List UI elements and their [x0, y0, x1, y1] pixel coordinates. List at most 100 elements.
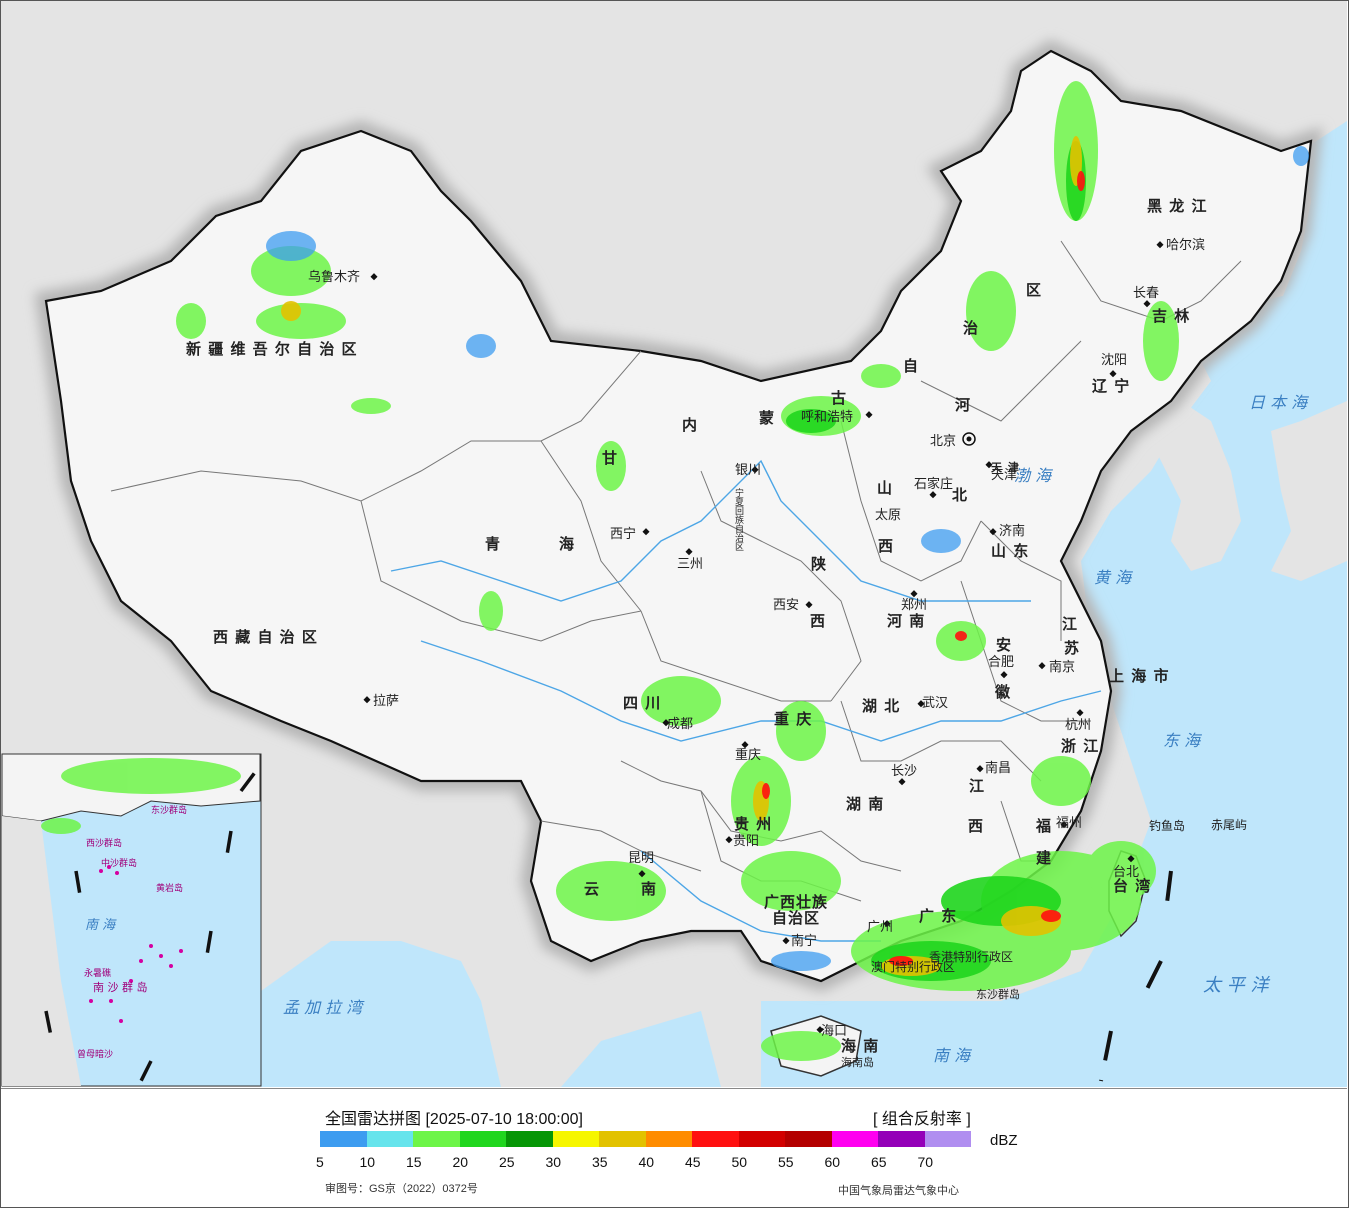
label-jiangsu-2: 苏	[1064, 639, 1080, 657]
label-anhui-1: 安	[996, 636, 1012, 654]
label-shanxi-2: 西	[878, 537, 894, 555]
legend-swatch	[878, 1131, 925, 1147]
city-xining: 西宁	[610, 526, 636, 542]
city-jinan: 济南	[999, 523, 1025, 539]
city-hangzhou: 杭州	[1065, 718, 1091, 733]
label-neimenggu-4: 自	[903, 357, 919, 375]
legend-tick-label: 30	[545, 1154, 562, 1170]
label-heilongjiang: 黑 龙 江	[1147, 197, 1207, 215]
label-jiangxi-1: 江	[969, 777, 985, 795]
label-guangdong: 广 东	[919, 907, 957, 925]
sea-bohai: 渤 海	[1014, 466, 1053, 485]
legend-swatch	[320, 1131, 367, 1147]
label-shanghai: 上 海 市	[1109, 667, 1169, 685]
label-neimenggu-1: 内	[682, 416, 698, 434]
legend-swatch	[785, 1131, 832, 1147]
legend-tick-label: 45	[685, 1154, 701, 1170]
legend-swatch	[552, 1131, 599, 1147]
label-xizang: 西 藏 自 治 区	[213, 628, 318, 646]
legend-unit: dBZ	[990, 1132, 1018, 1149]
city-markers	[363, 241, 1164, 1034]
legend-tick-label: 20	[452, 1154, 469, 1170]
radar-echoes	[176, 81, 1309, 1061]
city-diaoyu: 钓鱼岛	[1149, 818, 1185, 833]
city-changchun: 长春	[1133, 286, 1159, 301]
city-xian: 西安	[773, 598, 799, 613]
legend-tick-label: 40	[638, 1154, 655, 1170]
label-jilin: 吉 林	[1152, 307, 1190, 325]
label-zhejiang: 浙 江	[1061, 737, 1099, 755]
legend-tick-label: 15	[406, 1154, 422, 1170]
city-harbin: 哈尔滨	[1166, 237, 1205, 253]
label-guizhou: 贵 州	[734, 815, 772, 833]
label-neimenggu-2: 蒙	[759, 409, 775, 427]
sea-donghai: 东 海	[1163, 731, 1202, 750]
legend-swatch	[599, 1131, 646, 1147]
legend-panel	[1, 1088, 1347, 1207]
label-hainan: 海 南	[841, 1037, 879, 1055]
legend-title-text: 全国雷达拼图	[325, 1111, 422, 1128]
legend-swatch	[645, 1131, 692, 1147]
legend-tick-label: 70	[917, 1154, 934, 1170]
label-hubei: 湖 北	[862, 697, 900, 715]
city-nanchang: 南昌	[985, 760, 1011, 776]
sea-huanghai: 黄 海	[1094, 568, 1133, 587]
label-anhui-2: 徽	[994, 683, 1011, 701]
legend-tick-label: 35	[592, 1154, 608, 1170]
label-guangxi-2: 自治区	[772, 909, 820, 927]
sea-taipingyang: 太 平 洋	[1203, 975, 1270, 996]
label-tianjin: 天 津	[991, 460, 1020, 474]
legend-swatch	[506, 1131, 553, 1147]
label-shanxi-1: 山	[877, 479, 893, 497]
label-fujian-1: 福	[1035, 817, 1052, 835]
label-guangxi-1: 广西壮族	[764, 893, 828, 911]
city-lanzhou: 三州	[677, 557, 703, 572]
legend-swatch	[924, 1131, 971, 1147]
legend-title: 全国雷达拼图 [2025-07-10 18:00:00]	[325, 1105, 583, 1129]
city-haikou: 海口	[821, 1024, 847, 1039]
city-fuzhou: 福州	[1056, 816, 1082, 831]
legend-timestamp: [2025-07-10 18:00:00]	[425, 1111, 583, 1128]
label-henan: 河 南	[887, 612, 925, 630]
label-hongkong: 香港特别行政区	[929, 949, 1013, 964]
city-taiyuan: 太原	[875, 508, 901, 523]
city-urumqi: 乌鲁木齐	[308, 269, 360, 285]
label-qinghai-1: 青	[485, 535, 501, 553]
city-guangzhou: 广州	[867, 920, 893, 935]
label-jiangsu-1: 江	[1062, 615, 1078, 633]
korea-land	[1141, 401, 1241, 571]
city-nanjing: 南京	[1049, 659, 1075, 675]
label-neimenggu-5: 治	[963, 319, 979, 337]
label-shaanxi-1: 陕	[811, 555, 827, 573]
sea-ribenhai: 日 本 海	[1249, 393, 1309, 412]
label-fujian-2: 建	[1036, 849, 1052, 867]
inset-yongxing: 永暑礁	[84, 967, 111, 979]
sea-bay-of-bengal	[261, 941, 501, 1087]
label-shandong: 山 东	[991, 542, 1029, 560]
city-huhehaote: 呼和浩特	[801, 410, 853, 425]
legend-tick-label: 25	[499, 1154, 515, 1170]
city-chengdu: 成都	[667, 717, 693, 732]
label-taiwan: 台 湾	[1113, 877, 1151, 895]
legend-tick-label: 60	[824, 1154, 841, 1170]
city-shijiazhuang: 石家庄	[914, 476, 953, 492]
nine-dash-segments	[1099, 870, 1173, 1082]
inset-nanhai: 南 海	[85, 918, 117, 933]
city-chiwei: 赤尾屿	[1211, 818, 1247, 832]
legend-tick-label: 55	[778, 1154, 794, 1170]
label-neimenggu-6: 区	[1026, 281, 1042, 299]
label-xinjiang: 新 疆 维 吾 尔 自 治 区	[186, 340, 358, 358]
label-hunan: 湖 南	[846, 795, 884, 813]
label-yunnan-2: 南	[641, 880, 657, 898]
inset-dongsha: 东沙群岛	[151, 804, 187, 816]
label-qinghai-2: 海	[559, 535, 575, 553]
approval-number: 审图号：GS京（2022）0372号	[325, 1183, 478, 1195]
legend-swatch	[831, 1131, 878, 1147]
label-ningxia: 宁夏回族自治区	[733, 487, 744, 551]
city-dongsha: 东沙群岛	[976, 987, 1020, 1001]
legend-tick-label: 50	[731, 1154, 748, 1170]
city-shenyang: 沈阳	[1101, 353, 1127, 368]
legend-tick-label: 10	[359, 1154, 376, 1170]
city-changsha: 长沙	[891, 764, 917, 779]
inset-zengmu: 曾母暗沙	[77, 1048, 113, 1060]
